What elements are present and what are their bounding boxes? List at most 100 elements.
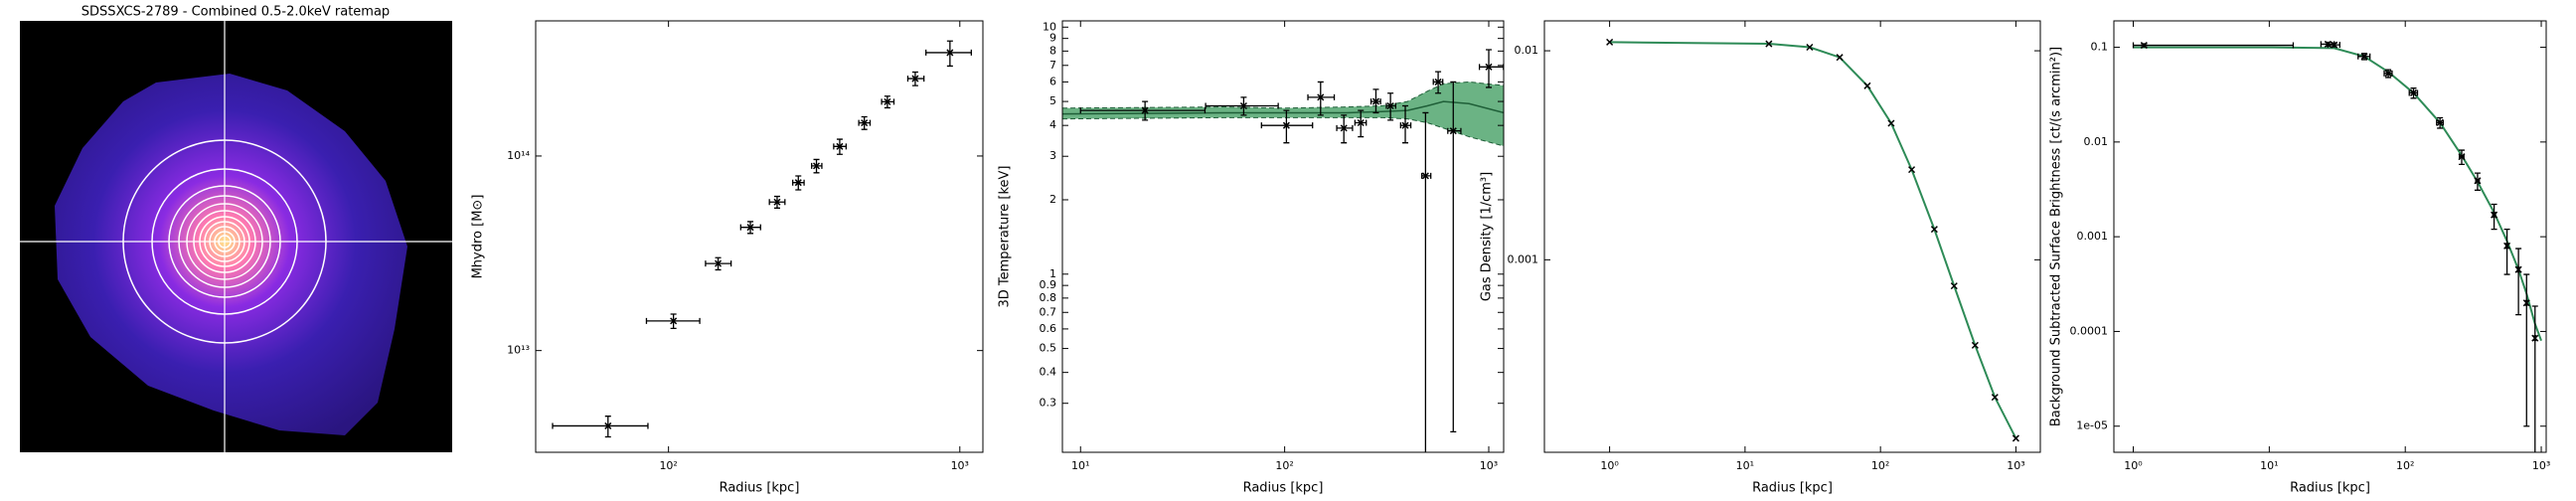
marker — [1401, 121, 1409, 129]
marker — [1386, 101, 1394, 110]
marker — [1836, 54, 1844, 62]
y-tick-label: 0.7 — [1040, 305, 1057, 318]
x-tick-label: 10⁰ — [1600, 459, 1619, 472]
marker — [2331, 41, 2338, 49]
y-error-bar — [2523, 273, 2530, 427]
marker — [1765, 40, 1773, 48]
y-error-bar — [2503, 228, 2510, 275]
y-tick-label: 0.9 — [1040, 278, 1057, 291]
marker — [794, 179, 802, 187]
y-error-bar — [1450, 81, 1457, 433]
y-tick-label: 8 — [1049, 44, 1056, 57]
y-tick-label: 1e-05 — [2076, 419, 2108, 432]
marker — [2503, 242, 2511, 250]
y-tick-label: 10¹⁴ — [507, 149, 530, 162]
y-tick-label: 10¹³ — [507, 344, 530, 357]
marker — [1606, 38, 1614, 46]
axes-frame — [1061, 20, 1505, 453]
marker — [946, 49, 954, 57]
marker — [1887, 119, 1895, 127]
marker — [1806, 43, 1814, 52]
x-tick-label: 10² — [1871, 459, 1889, 472]
marker — [1908, 166, 1916, 174]
band-edge — [1062, 116, 1504, 147]
marker — [2140, 42, 2148, 50]
y-tick-label: 0.001 — [2077, 230, 2109, 243]
y-tick-label: 0.6 — [1040, 322, 1057, 335]
marker — [2474, 177, 2482, 185]
plot-area — [1606, 38, 2019, 442]
y-tick-label: 4 — [1049, 118, 1056, 131]
marker — [1141, 106, 1149, 114]
x-axis-label: Radius [kpc] — [1243, 481, 1324, 496]
y-tick-label: 9 — [1049, 32, 1056, 45]
x-tick-label: 10¹ — [2260, 459, 2278, 472]
y-tick-label: 0.01 — [1515, 44, 1539, 57]
marker — [604, 421, 612, 429]
marker — [1950, 282, 1958, 290]
y-tick-label: 0.3 — [1040, 397, 1057, 410]
y-axis-label: Gas Density [1/cm³] — [1480, 172, 1495, 301]
marker — [1421, 172, 1429, 180]
y-tick-label: 0.001 — [1508, 252, 1539, 265]
x-tick-label: 10⁰ — [2124, 459, 2143, 472]
x-tick-label: 10³ — [951, 459, 969, 472]
marker — [884, 97, 891, 105]
x-tick-label: 10² — [1275, 459, 1293, 472]
marker — [2522, 299, 2530, 307]
y-error-bar — [1283, 109, 1290, 144]
y-tick-label: 0.01 — [2084, 135, 2109, 148]
y-error-bar — [2515, 248, 2522, 316]
y-error-bar — [1486, 49, 1493, 88]
marker — [836, 142, 844, 150]
x-tick-label: 10² — [659, 459, 677, 472]
marker — [1971, 341, 1979, 349]
marker — [773, 198, 781, 206]
x-tick-label: 10³ — [2007, 459, 2024, 472]
marker — [1239, 101, 1247, 110]
marker — [1930, 226, 1938, 234]
y-tick-label: 6 — [1049, 75, 1056, 87]
marker — [2360, 53, 2368, 61]
y-tick-label: 0.8 — [1040, 291, 1057, 304]
y-tick-label: 7 — [1049, 59, 1056, 72]
x-error-bar — [1079, 107, 1207, 114]
x-tick-label: 10¹ — [1071, 459, 1089, 472]
marker — [2458, 153, 2466, 161]
x-error-bar — [552, 422, 649, 429]
model-median — [1062, 100, 1504, 115]
y-tick-label: 10 — [1043, 20, 1056, 33]
band-edge — [1062, 81, 1504, 109]
y-tick-label: 0.5 — [1040, 342, 1057, 355]
marker — [1434, 78, 1442, 85]
x-error-bar — [925, 49, 972, 56]
marker — [911, 75, 919, 83]
x-tick-label: 10³ — [2532, 459, 2550, 472]
marker — [812, 162, 821, 170]
x-error-bar — [1447, 127, 1462, 134]
y-tick-label: 2 — [1049, 193, 1056, 206]
y-tick-label: 5 — [1049, 94, 1056, 107]
marker — [1317, 93, 1325, 101]
marker — [1282, 121, 1290, 129]
marker — [2409, 88, 2418, 96]
plot-area — [1062, 49, 1504, 452]
marker — [2436, 118, 2444, 126]
marker — [1357, 118, 1365, 127]
y-axis-label: 3D Temperature [keV] — [998, 166, 1013, 308]
y-error-bar — [1317, 81, 1324, 116]
axes-frame — [2113, 20, 2547, 453]
x-tick-label: 10¹ — [1736, 459, 1754, 472]
marker — [2514, 265, 2522, 273]
marker — [746, 224, 754, 232]
marker — [1485, 63, 1493, 71]
x-tick-label: 10³ — [1480, 459, 1498, 472]
x-axis-label: Radius [kpc] — [720, 481, 800, 496]
marker — [1371, 97, 1380, 105]
x-axis-label: Radius [kpc] — [2290, 481, 2370, 496]
y-tick-label: 3 — [1049, 149, 1056, 162]
marker — [2531, 334, 2539, 342]
marker — [1449, 127, 1457, 135]
